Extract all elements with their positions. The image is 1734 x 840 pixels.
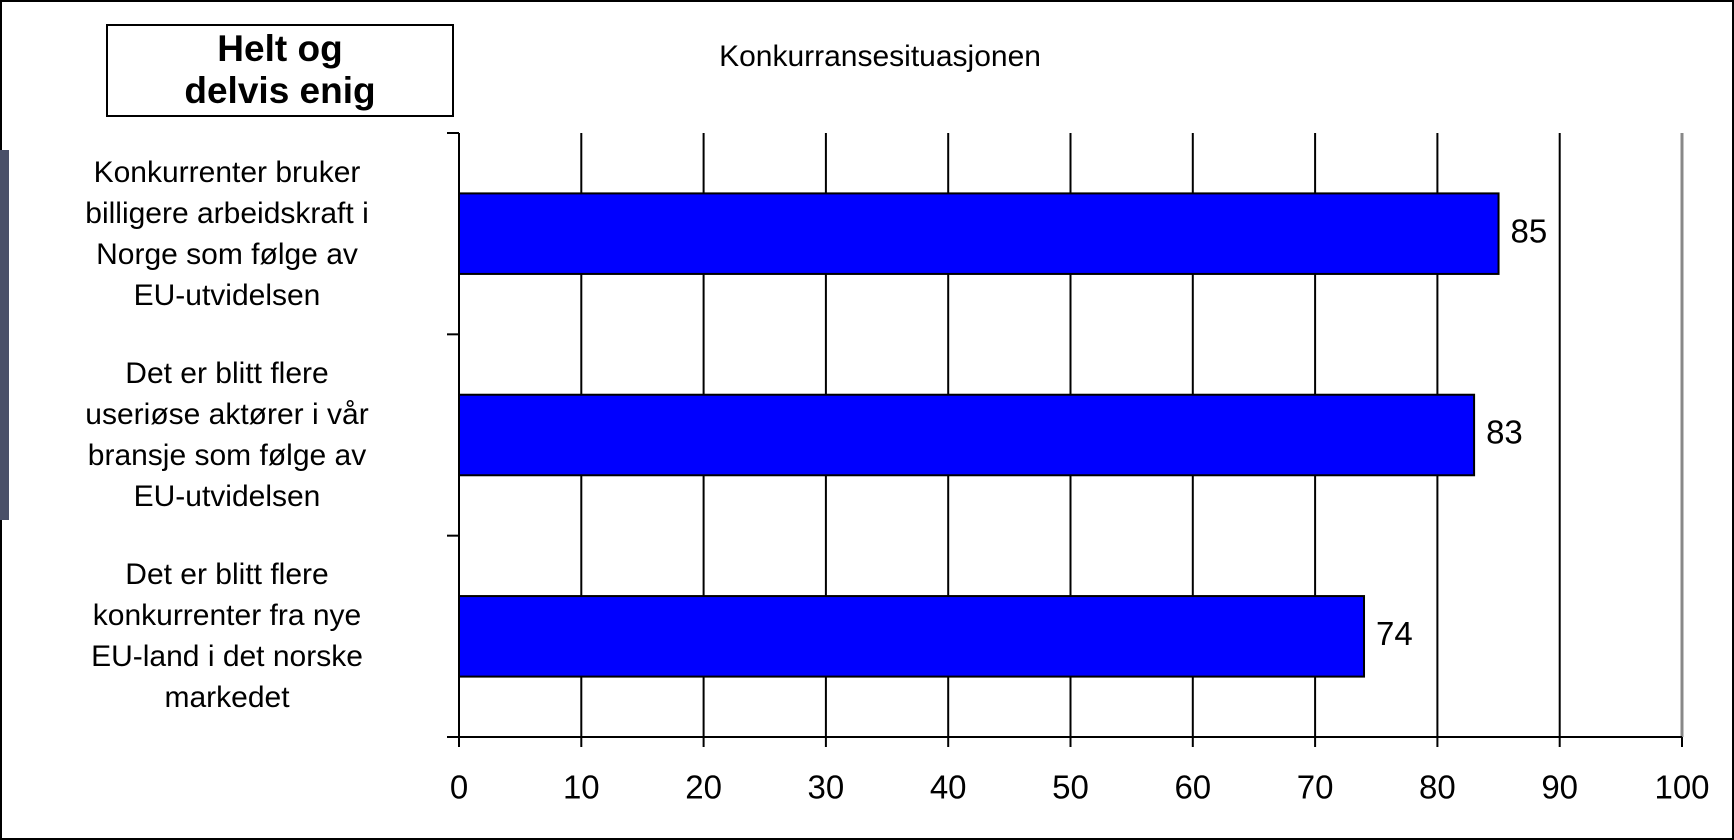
side-strip: [0, 150, 9, 520]
x-tick-label: 60: [1174, 769, 1211, 806]
legend-box: Helt og delvis enig: [106, 24, 454, 117]
x-tick-label: 10: [563, 769, 600, 806]
x-tick-label: 100: [1654, 769, 1709, 806]
y-tick-label: Det er blitt flere useriøse aktører i vå…: [85, 357, 369, 513]
bar: [458, 192, 1500, 275]
chart-title: Konkurransesituasjonen: [719, 40, 1041, 73]
bar: [458, 595, 1366, 678]
x-tick-label: 70: [1297, 769, 1334, 806]
value-label: 74: [1376, 615, 1413, 652]
x-tick-label: 30: [808, 769, 845, 806]
value-label: 83: [1486, 414, 1523, 451]
x-tick-label: 40: [930, 769, 967, 806]
value-label: 85: [1511, 212, 1548, 249]
x-tick-label: 80: [1419, 769, 1456, 806]
x-tick-label: 50: [1052, 769, 1089, 806]
y-tick-label: Konkurrenter bruker billigere arbeidskra…: [85, 155, 369, 312]
y-tick-label: Det er blitt flere konkurrenter fra nye …: [91, 558, 363, 715]
bar: [458, 393, 1476, 477]
x-tick-label: 0: [450, 769, 468, 806]
x-tick-label: 20: [685, 769, 722, 806]
x-tick-label: 90: [1541, 769, 1578, 806]
